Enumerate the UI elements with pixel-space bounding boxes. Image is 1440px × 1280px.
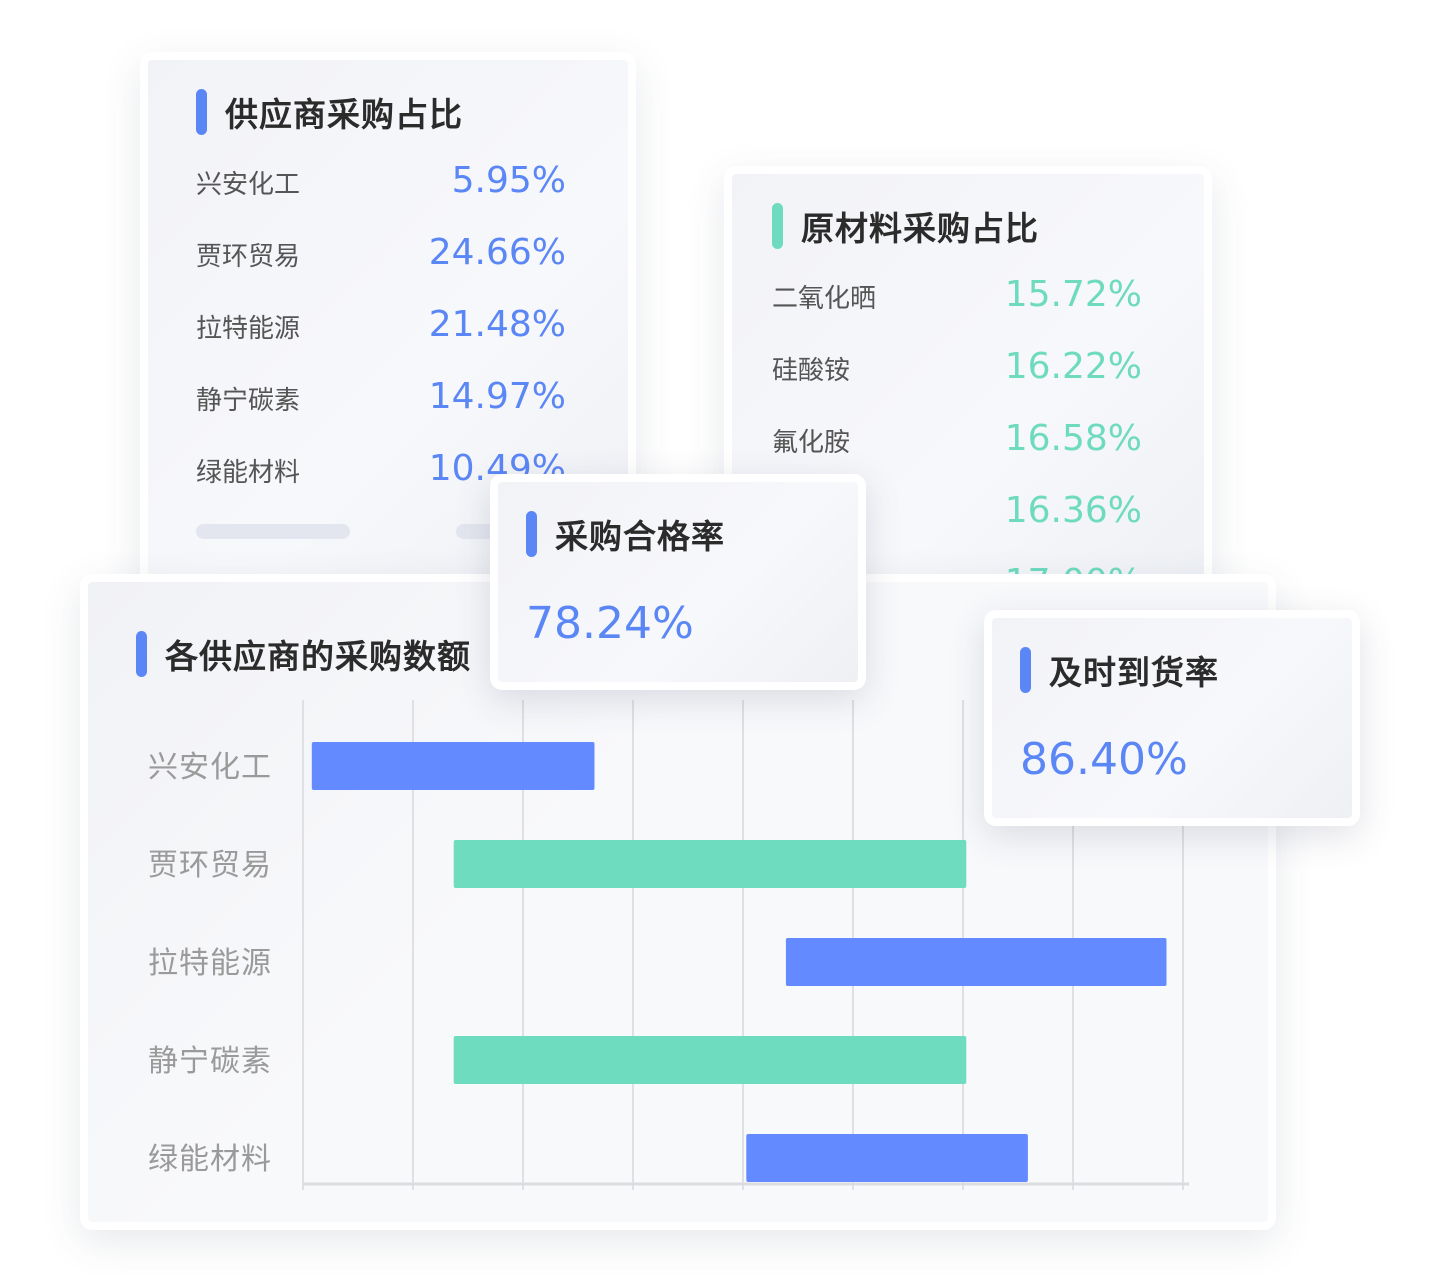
category-label: 贾环贸易	[148, 848, 272, 883]
supplier-share-card: 供应商采购占比 兴安化工 5.95% 贾环贸易 24.66% 拉特能源 21.48%…	[140, 52, 636, 612]
category-label: 绿能材料	[148, 1142, 272, 1177]
item-value: 14.97%	[428, 376, 566, 417]
list-item: 二氧化晒 15.72%	[732, 274, 1204, 324]
bar	[746, 1134, 1028, 1182]
ontime-rate-value: 86.40%	[1020, 734, 1188, 785]
ontime-rate-card: 及时到货率 86.40%	[984, 610, 1360, 826]
item-label: 二氧化晒	[772, 284, 877, 314]
list-item: 兴安化工 5.95%	[148, 160, 628, 210]
bar	[453, 840, 967, 888]
list-item: 氟化胺 16.58%	[732, 418, 1204, 468]
qualified-rate-value: 78.24%	[526, 598, 694, 649]
item-label: 静宁碳素	[196, 386, 301, 416]
card-title: 原材料采购占比	[801, 209, 1039, 248]
card-title: 及时到货率	[1049, 653, 1219, 692]
item-value: 5.95%	[451, 160, 566, 201]
item-label: 贾环贸易	[196, 242, 301, 272]
item-value: 16.36%	[1004, 490, 1142, 531]
item-value: 21.48%	[428, 304, 566, 345]
category-label: 静宁碳素	[148, 1044, 272, 1079]
item-label: 兴安化工	[196, 170, 301, 200]
bar	[453, 1036, 967, 1084]
item-value: 24.66%	[428, 232, 566, 273]
scrollbar-track[interactable]	[196, 524, 350, 539]
list-item: 硅酸铵 16.22%	[732, 346, 1204, 396]
title-indicator	[196, 89, 207, 135]
item-label: 氟化胺	[772, 428, 851, 458]
list-item: 拉特能源 21.48%	[148, 304, 628, 354]
title-indicator	[1020, 647, 1031, 693]
title-indicator	[526, 511, 537, 557]
item-label: 硅酸铵	[772, 356, 851, 386]
title-indicator	[772, 203, 783, 249]
item-value: 16.22%	[1004, 346, 1142, 387]
title-indicator	[136, 631, 147, 677]
category-label: 兴安化工	[148, 750, 272, 785]
card-title: 采购合格率	[555, 517, 725, 556]
qualified-rate-card: 采购合格率 78.24%	[490, 474, 866, 690]
list-item: 静宁碳素 14.97%	[148, 376, 628, 426]
item-label: 拉特能源	[196, 314, 301, 344]
bar	[785, 938, 1167, 986]
category-label: 拉特能源	[148, 946, 272, 981]
list-item: 贾环贸易 24.66%	[148, 232, 628, 282]
bar	[311, 742, 595, 790]
list-item: 16.36%	[732, 490, 1204, 540]
card-title: 供应商采购占比	[225, 95, 463, 134]
item-value: 16.58%	[1004, 418, 1142, 459]
chart-title: 各供应商的采购数额	[165, 637, 471, 676]
item-label: 绿能材料	[196, 458, 301, 488]
item-value: 15.72%	[1004, 274, 1142, 315]
